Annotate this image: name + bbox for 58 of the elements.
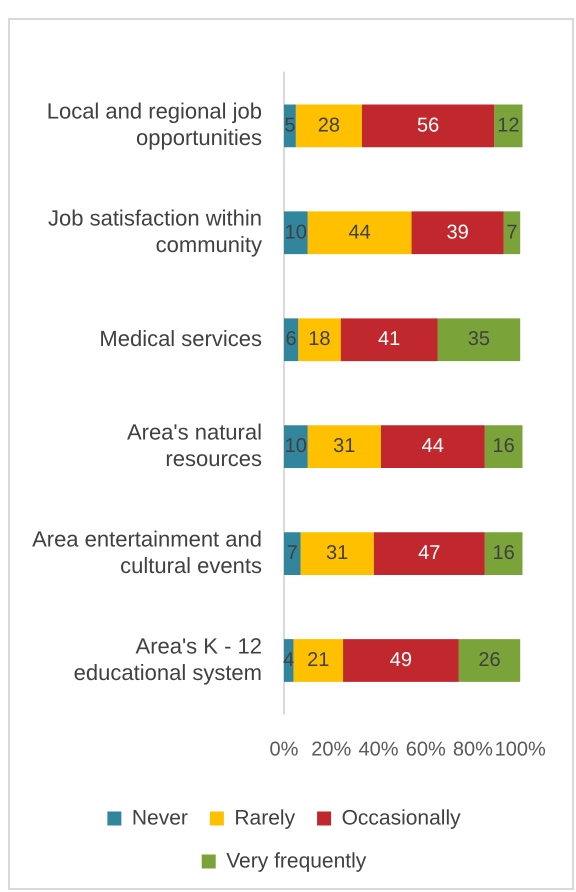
bar (284, 532, 301, 575)
x-tick-label: 60% (406, 738, 446, 761)
data-label: 31 (333, 435, 356, 458)
x-tick-label: 100% (494, 738, 546, 761)
data-label: 56 (416, 114, 440, 136)
bar (340, 318, 438, 362)
bar (308, 425, 381, 468)
bar (308, 211, 412, 254)
y-tick-label: Local and regional job opportunities (46, 98, 262, 150)
bar (298, 318, 341, 362)
data-label: 7 (506, 221, 518, 244)
data-label: 10 (284, 435, 307, 458)
bar (300, 532, 374, 575)
y-tick-label: Medical services (99, 326, 262, 351)
data-label: 18 (308, 328, 331, 350)
data-label: 5 (284, 114, 296, 136)
data-label: 49 (390, 649, 412, 672)
x-tick-label: 0% (270, 738, 299, 761)
data-label: 26 (478, 649, 501, 672)
y-tick-label: Area's K - 12 educational system (74, 633, 262, 685)
bar (293, 639, 344, 682)
bar (438, 318, 520, 362)
bar (296, 104, 362, 148)
bar (458, 639, 520, 682)
data-label: 39 (446, 221, 469, 244)
y-tick-label: Job satisfaction within community (48, 206, 262, 258)
x-tick-label: 20% (311, 738, 352, 761)
legend-label: Never (132, 806, 188, 830)
bar (484, 532, 523, 575)
data-label: 35 (468, 328, 490, 350)
bar (380, 425, 485, 468)
bar (412, 211, 504, 254)
legend-label: Rarely (234, 806, 296, 830)
data-label: 31 (326, 542, 348, 564)
data-label: 44 (348, 221, 371, 244)
data-label: 47 (418, 542, 440, 564)
legend-label: Very frequently (226, 849, 367, 872)
data-label: 44 (422, 435, 444, 458)
x-tick-label: 80% (452, 738, 494, 761)
y-tick-label: Area entertainment and cultural events (32, 526, 262, 578)
data-label: 41 (378, 328, 400, 350)
bar (343, 639, 459, 682)
data-label: 12 (497, 114, 520, 136)
data-label: 21 (307, 649, 330, 672)
bar (484, 425, 523, 468)
y-tick-label: Area's natural resources (126, 420, 262, 471)
bar (374, 532, 485, 575)
bar (494, 104, 523, 148)
bar (504, 211, 520, 254)
data-label: 6 (286, 328, 297, 350)
data-label: 28 (318, 114, 340, 136)
x-tick-label: 40% (358, 738, 399, 761)
legend-label: Occasionally (342, 806, 462, 830)
data-label: 7 (286, 542, 298, 564)
bar (362, 104, 494, 148)
data-label: 10 (284, 221, 307, 244)
data-label: 16 (492, 542, 515, 564)
data-label: 16 (492, 435, 515, 458)
